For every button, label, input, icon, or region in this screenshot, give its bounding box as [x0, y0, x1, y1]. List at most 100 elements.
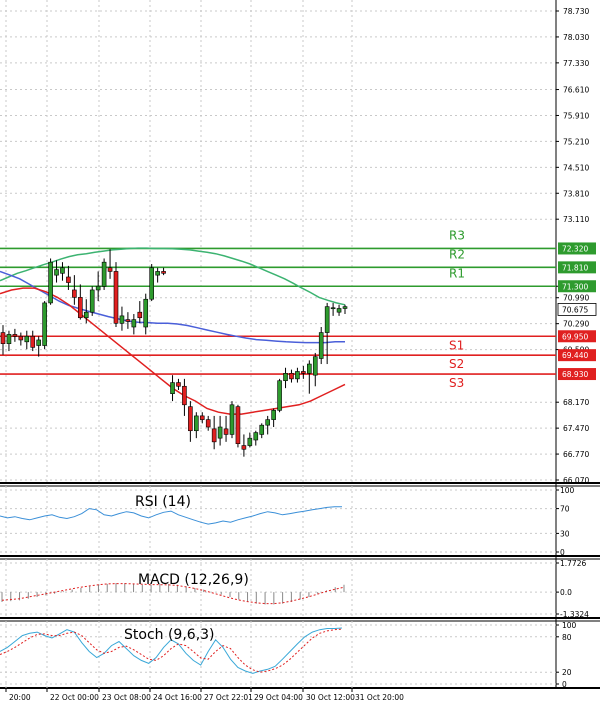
candle-up [295, 371, 300, 380]
level-tag-label-s3: 68.930 [562, 370, 588, 379]
price-panel [0, 0, 600, 688]
candle-down [161, 271, 166, 274]
ema-slow-line [0, 247, 346, 306]
candle-up [265, 419, 270, 426]
candle-down [211, 428, 217, 443]
candle-down [30, 335, 36, 348]
price-tick-label: 66.770 [563, 450, 589, 459]
x-tick-label: 24 Oct 16:00 [153, 693, 202, 702]
x-tick-label: 31 Oct 20:00 [355, 693, 404, 702]
current-price-label: 70.675 [562, 305, 588, 314]
candle-down [223, 428, 229, 435]
candle-up [307, 363, 312, 374]
candle-down [78, 297, 83, 319]
current-price-marker: 70.675 [557, 303, 597, 316]
macd-title: MACD (12,26,9) [138, 572, 249, 588]
level-name-r1: R1 [449, 266, 465, 280]
candle-up [101, 261, 107, 287]
price-tick-label: 77.330 [563, 59, 589, 68]
level-tag-s1 [558, 330, 596, 343]
candle-down [107, 267, 113, 272]
candle-up [324, 306, 330, 333]
candle-up [217, 426, 223, 439]
candles [0, 249, 348, 457]
level-name-s3: S3 [449, 376, 464, 390]
rsi-line [0, 506, 342, 525]
candle-down [72, 289, 77, 298]
support-resistance-levels: R3 72.320 R2 71.810 R1 71.300 S1 69.950 S2 69.440… [0, 228, 596, 390]
price-tick-label: 75.210 [563, 137, 589, 146]
price-tick-label: 73.110 [563, 215, 589, 224]
level-name-r2: R2 [449, 247, 465, 261]
price-tick-label: 78.030 [563, 33, 589, 42]
level-tag-label-s2: 69.440 [562, 351, 588, 360]
candle-down [0, 332, 6, 344]
candle-down [235, 406, 241, 444]
x-tick-label: 30 Oct 12:00 [306, 693, 355, 702]
candle-up [54, 269, 59, 276]
price-tick-label: 68.170 [563, 398, 589, 407]
level-tag-r1 [558, 280, 596, 293]
level-tag-r3 [558, 242, 596, 255]
candle-down [199, 415, 205, 420]
candle-up [95, 285, 101, 291]
candle-up [312, 356, 318, 376]
stoch-panel-tick-label: 0 [562, 680, 567, 689]
candle-down [182, 385, 187, 406]
candle-down [205, 419, 211, 428]
candle-down [241, 445, 247, 450]
candle-up [36, 339, 41, 346]
level-name-s1: S1 [449, 338, 464, 352]
candle-up [247, 437, 253, 446]
candle-down [137, 311, 143, 319]
candle-up [229, 404, 235, 435]
candle-up [330, 307, 336, 310]
price-tick-label: 74.510 [563, 163, 589, 172]
candle-down [66, 276, 71, 283]
rsi-panel: 100 70 30 0 [0, 485, 600, 557]
candle-up [283, 373, 288, 382]
macd-panel-tick-label: 0.0 [560, 588, 572, 597]
candle-up [149, 267, 154, 300]
stoch-panel: 100 80 20 0 [0, 620, 600, 689]
macd-panel: 1.7726 0.0 -1.3324 [0, 558, 600, 619]
candle-up [271, 410, 276, 420]
level-tag-s3 [558, 368, 596, 381]
candle-up [119, 315, 125, 324]
candle-up [318, 332, 324, 359]
x-tick-label: 20:00 [9, 693, 31, 702]
candle-up [89, 289, 95, 313]
x-tick-label: 27 Oct 22:01 [204, 693, 253, 702]
price-tick-label: 70.290 [563, 320, 589, 329]
stoch-k-line [0, 627, 343, 674]
current-price-tag [557, 303, 597, 316]
candle-up [48, 261, 53, 304]
candle-up [277, 380, 282, 411]
stoch-panel-tick-label: 20 [562, 668, 572, 677]
level-tag-label-s1: 69.950 [562, 332, 588, 341]
price-tick-label: 78.730 [563, 7, 589, 16]
stoch-panel-tick-label: 100 [562, 621, 577, 630]
candle-down [18, 335, 24, 341]
x-tick-label: 23 Oct 08:00 [102, 693, 151, 702]
x-tick-label: 29 Oct 04:00 [254, 693, 303, 702]
candle-down [12, 334, 18, 337]
level-name-r3: R3 [449, 228, 465, 242]
level-tag-label-r2: 71.810 [562, 263, 588, 272]
price-tick-label: 67.470 [563, 424, 589, 433]
level-tag-s2 [558, 349, 596, 362]
candle-up [83, 311, 89, 319]
candle-down [113, 271, 119, 324]
rsi-panel-tick-label: 100 [560, 486, 575, 495]
stoch-d-line [0, 628, 343, 673]
x-axis: 20:00 22 Oct 00:00 23 Oct 08:00 24 Oct 16:0… [5, 688, 404, 702]
price-tick-label: 76.610 [563, 86, 589, 95]
macd-panel-tick-label: -1.3324 [560, 610, 589, 619]
candle-down [176, 382, 181, 387]
price-tick-label: 73.810 [563, 189, 589, 198]
candle-up [42, 302, 47, 346]
level-name-s2: S2 [449, 357, 464, 371]
level-tag-label-r1: 71.300 [562, 282, 588, 291]
